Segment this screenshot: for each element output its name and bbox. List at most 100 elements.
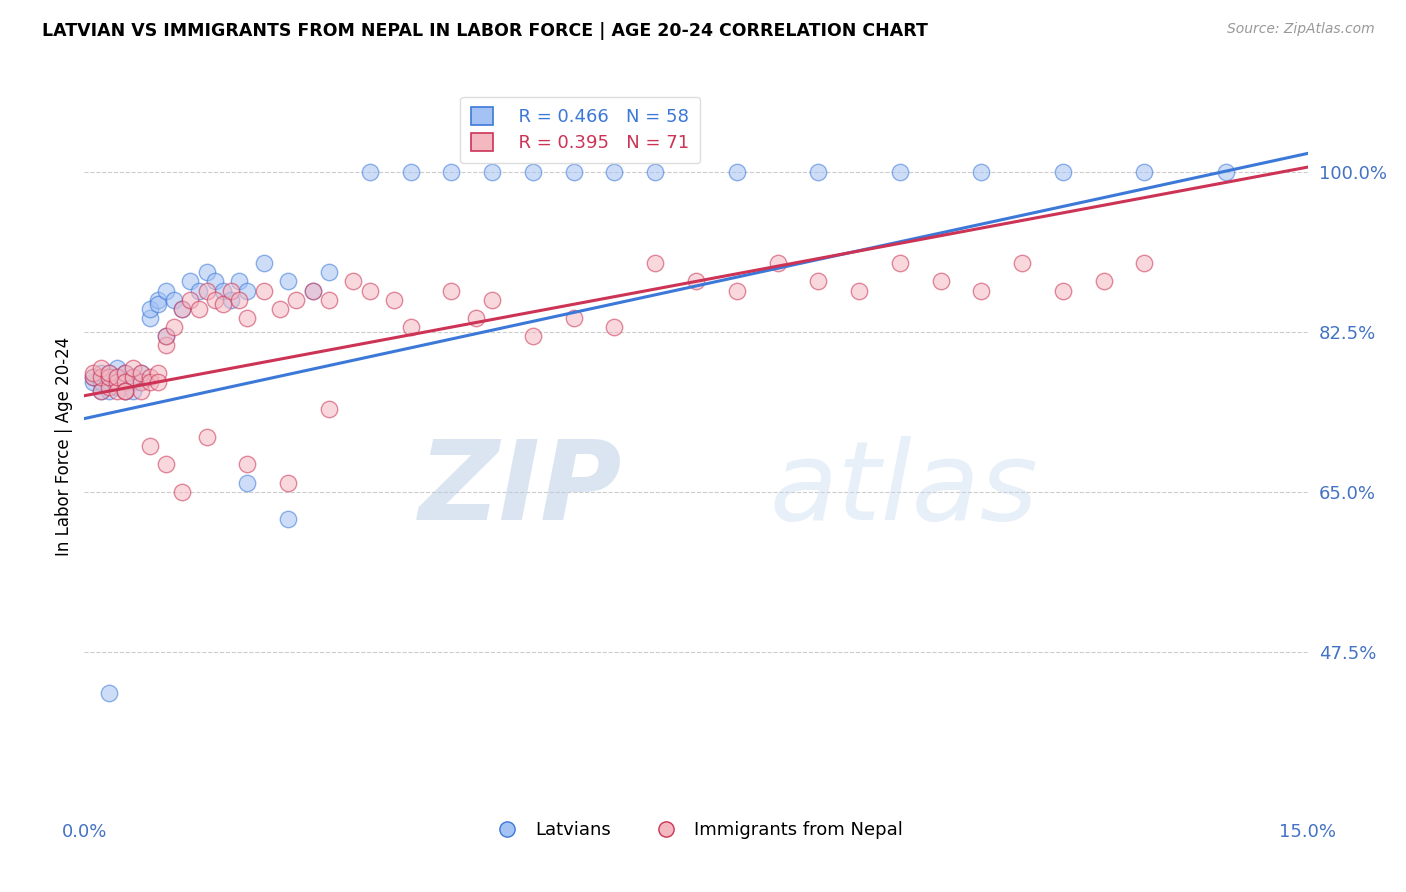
Point [97, 370, 120, 384]
Y-axis label: In Labor Force | Age 20-24: In Labor Force | Age 20-24 [55, 336, 73, 556]
Point [122, 375, 145, 389]
Point [1133, 256, 1156, 270]
Point [138, 370, 160, 384]
Text: LATVIAN VS IMMIGRANTS FROM NEPAL IN LABOR FORCE | AGE 20-24 CORRELATION CHART: LATVIAN VS IMMIGRANTS FROM NEPAL IN LABO… [42, 22, 928, 40]
Point [399, 164, 422, 178]
Text: atlas: atlas [769, 436, 1038, 543]
Point [481, 164, 503, 178]
Point [228, 274, 250, 288]
Point [187, 284, 209, 298]
Point [114, 366, 136, 380]
Point [382, 293, 405, 307]
Point [212, 297, 235, 311]
Point [359, 164, 381, 178]
Point [807, 164, 830, 178]
Point [172, 301, 194, 316]
Point [725, 284, 748, 298]
Point [970, 284, 993, 298]
Point [236, 457, 259, 471]
Point [522, 164, 544, 178]
Point [131, 384, 153, 398]
Point [90, 370, 112, 384]
Point [318, 293, 340, 307]
Point [82, 375, 104, 389]
Point [725, 164, 748, 178]
Point [522, 329, 544, 343]
Point [603, 320, 626, 334]
Point [163, 293, 186, 307]
Point [1092, 274, 1115, 288]
Point [131, 375, 153, 389]
Point [236, 284, 259, 298]
Point [644, 256, 666, 270]
Point [105, 375, 128, 389]
Point [204, 274, 226, 288]
Point [889, 164, 911, 178]
Point [146, 297, 169, 311]
Point [1052, 284, 1074, 298]
Point [285, 293, 308, 307]
Point [114, 384, 136, 398]
Point [644, 164, 666, 178]
Point [97, 370, 120, 384]
Point [122, 361, 145, 376]
Point [440, 164, 463, 178]
Point [889, 256, 911, 270]
Point [228, 293, 250, 307]
Point [195, 265, 218, 279]
Point [114, 384, 136, 398]
Point [562, 164, 585, 178]
Point [179, 293, 201, 307]
Point [105, 361, 128, 376]
Point [97, 384, 120, 398]
Point [219, 293, 242, 307]
Legend: Latvians, Immigrants from Nepal: Latvians, Immigrants from Nepal [481, 814, 911, 847]
Point [131, 375, 153, 389]
Point [301, 284, 323, 298]
Point [179, 274, 201, 288]
Point [236, 475, 259, 490]
Point [219, 284, 242, 298]
Point [155, 338, 177, 352]
Point [82, 370, 104, 384]
Point [929, 274, 952, 288]
Point [97, 366, 120, 380]
Point [114, 375, 136, 389]
Point [253, 256, 276, 270]
Point [146, 293, 169, 307]
Point [1133, 164, 1156, 178]
Point [1215, 164, 1237, 178]
Point [131, 366, 153, 380]
Point [562, 311, 585, 326]
Point [90, 375, 112, 389]
Point [342, 274, 364, 288]
Point [82, 366, 104, 380]
Point [122, 384, 145, 398]
Point [138, 301, 160, 316]
Point [204, 293, 226, 307]
Point [155, 284, 177, 298]
Point [138, 311, 160, 326]
Point [1052, 164, 1074, 178]
Point [277, 475, 299, 490]
Point [1011, 256, 1033, 270]
Point [195, 284, 218, 298]
Point [105, 370, 128, 384]
Point [440, 284, 463, 298]
Point [138, 375, 160, 389]
Point [301, 284, 323, 298]
Point [277, 274, 299, 288]
Point [90, 384, 112, 398]
Point [318, 265, 340, 279]
Point [481, 293, 503, 307]
Point [97, 379, 120, 393]
Point [97, 686, 120, 700]
Text: Source: ZipAtlas.com: Source: ZipAtlas.com [1227, 22, 1375, 37]
Point [97, 375, 120, 389]
Point [82, 370, 104, 384]
Point [155, 457, 177, 471]
Point [848, 284, 870, 298]
Point [114, 384, 136, 398]
Point [464, 311, 486, 326]
Point [90, 366, 112, 380]
